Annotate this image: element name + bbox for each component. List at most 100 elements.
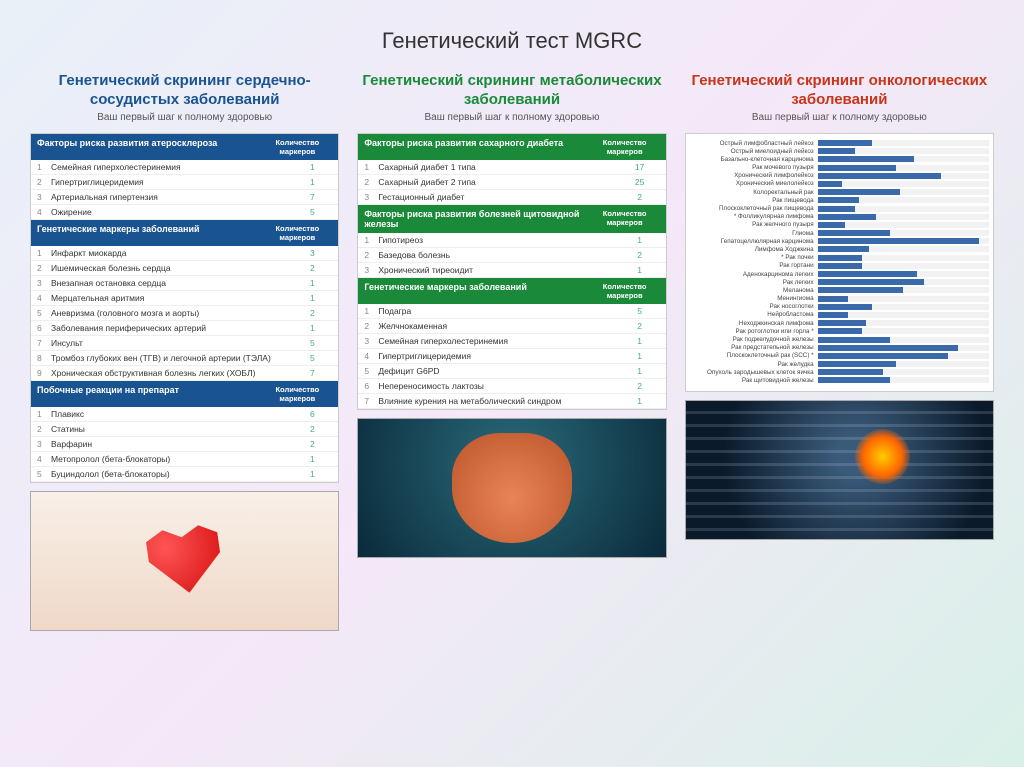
ribs-overlay (686, 401, 993, 539)
bar-row: Глиома (688, 230, 989, 237)
row-index: 6 (364, 381, 378, 391)
row-label: Мерцательная аритмия (51, 293, 292, 303)
table-row: 1Инфаркт миокарда3 (31, 246, 338, 261)
bar-row: Меланома (688, 287, 989, 294)
bar-label: Рак пищевода (688, 197, 818, 204)
bar-label: Базально-клеточная карцинома (688, 156, 818, 163)
bar-track (818, 271, 989, 277)
bar-track (818, 304, 989, 310)
table-row: 3Гестационный диабет2 (358, 190, 665, 205)
bar-track (818, 263, 989, 269)
row-value: 1 (620, 235, 660, 245)
row-index: 1 (37, 409, 51, 419)
bar-track (818, 206, 989, 212)
table-row: 2Желчнокаменная2 (358, 319, 665, 334)
col2-subtitle: Ваш первый шаг к полному здоровью (357, 112, 666, 123)
bar-label: Рак желчного пузыря (688, 221, 818, 228)
row-value: 1 (292, 177, 332, 187)
row-label: Метопролол (бета-блокаторы) (51, 454, 292, 464)
bar-row: Гепатоцеллюлярная карцинома (688, 238, 989, 245)
bar-row: Рак желудка (688, 361, 989, 368)
lung-image (685, 400, 994, 540)
bar-fill (818, 377, 890, 383)
section-header: Факторы риска развития болезней щитовидн… (358, 205, 665, 233)
bar-row: Острый лимфобластный лейкоз (688, 140, 989, 147)
bar-fill (818, 255, 863, 261)
row-value: 1 (620, 366, 660, 376)
table-row: 1Плавикс6 (31, 407, 338, 422)
row-label: Непереносимость лактозы (378, 381, 619, 391)
bar-fill (818, 271, 917, 277)
bar-row: Колоректальный рак (688, 189, 989, 196)
row-label: Хронический тиреоидит (378, 265, 619, 275)
table-row: 5Буциндолол (бета-блокаторы)1 (31, 467, 338, 482)
row-label: Аневризма (головного мозга и аорты) (51, 308, 292, 318)
section-header-count: Количество маркеров (262, 385, 332, 403)
row-value: 2 (620, 192, 660, 202)
row-label: Плавикс (51, 409, 292, 419)
oncology-bar-chart: Острый лимфобластный лейкозОстрый миелои… (685, 133, 994, 393)
bar-row: Острый миелоидный лейкоз (688, 148, 989, 155)
table-row: 2Гипертриглицеридемия1 (31, 175, 338, 190)
row-index: 1 (364, 306, 378, 316)
bar-row: Неходжкинская лимфома (688, 320, 989, 327)
table-row: 3Внезапная остановка сердца1 (31, 276, 338, 291)
table-row: 1Гипотиреоз1 (358, 233, 665, 248)
bar-fill (818, 296, 849, 302)
row-value: 5 (292, 207, 332, 217)
bar-label: Рак щитовидной железы (688, 377, 818, 384)
bar-label: Острый лимфобластный лейкоз (688, 140, 818, 147)
bar-fill (818, 148, 856, 154)
row-index: 1 (37, 162, 51, 172)
row-value: 2 (620, 321, 660, 331)
col2-title: Генетический скрининг метаболических заб… (357, 72, 666, 110)
row-value: 2 (292, 263, 332, 273)
bar-track (818, 369, 989, 375)
bar-track (818, 181, 989, 187)
row-value: 5 (620, 306, 660, 316)
bar-row: Базально-клеточная карцинома (688, 156, 989, 163)
row-index: 3 (37, 439, 51, 449)
bar-row: Плоскоклеточный рак пищевода (688, 205, 989, 212)
bar-label: * Рак почки (688, 254, 818, 261)
col1-panel: Факторы риска развития атеросклерозаКоли… (30, 133, 339, 483)
bar-label: Лимфома Ходжкина (688, 246, 818, 253)
bar-label: Меланома (688, 287, 818, 294)
bar-row: Плоскоклеточный рак (SCC) * (688, 352, 989, 359)
section-header: Генетические маркеры заболеванийКоличест… (358, 278, 665, 304)
table-row: 9Хроническая обструктивная болезнь легки… (31, 366, 338, 381)
row-label: Семейная гиперхолестеринемия (51, 162, 292, 172)
bar-fill (818, 165, 897, 171)
bar-track (818, 173, 989, 179)
table-row: 3Варфарин2 (31, 437, 338, 452)
row-value: 2 (620, 250, 660, 260)
gi-image (357, 418, 666, 558)
bar-row: Хронический лимфолейкоз (688, 172, 989, 179)
row-value: 5 (292, 353, 332, 363)
row-value: 1 (620, 265, 660, 275)
row-value: 6 (292, 409, 332, 419)
row-value: 1 (292, 278, 332, 288)
bar-row: * Фолликулярная лимфома (688, 213, 989, 220)
row-label: Базедова болезнь (378, 250, 619, 260)
row-label: Хроническая обструктивная болезнь легких… (51, 368, 292, 378)
bar-fill (818, 206, 856, 212)
bar-fill (818, 353, 948, 359)
bar-label: Неходжкинская лимфома (688, 320, 818, 327)
row-index: 6 (37, 323, 51, 333)
bar-track (818, 165, 989, 171)
row-value: 1 (292, 323, 332, 333)
table-row: 4Гипертриглицеридемия1 (358, 349, 665, 364)
bar-label: Плоскоклеточный рак (SCC) * (688, 352, 818, 359)
bar-fill (818, 181, 842, 187)
row-value: 1 (292, 162, 332, 172)
row-label: Ишемическая болезнь сердца (51, 263, 292, 273)
bar-fill (818, 345, 958, 351)
table-row: 2Статины2 (31, 422, 338, 437)
bar-label: Рак носоглотки (688, 303, 818, 310)
bar-track (818, 255, 989, 261)
row-label: Инфаркт миокарда (51, 248, 292, 258)
page-title: Генетический тест MGRC (0, 0, 1024, 72)
table-row: 1Семейная гиперхолестеринемия1 (31, 160, 338, 175)
row-index: 7 (37, 338, 51, 348)
